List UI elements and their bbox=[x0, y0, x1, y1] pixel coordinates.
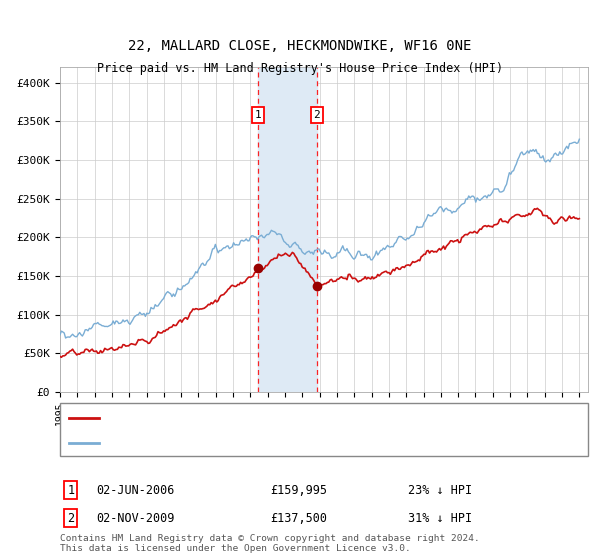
Text: 02-NOV-2009: 02-NOV-2009 bbox=[96, 511, 175, 525]
Text: £137,500: £137,500 bbox=[270, 511, 327, 525]
Text: 1: 1 bbox=[254, 110, 261, 120]
Text: 31% ↓ HPI: 31% ↓ HPI bbox=[408, 511, 472, 525]
Text: £159,995: £159,995 bbox=[270, 483, 327, 497]
Bar bbox=[257, 67, 317, 392]
Text: 22, MALLARD CLOSE, HECKMONDWIKE, WF16 0NE (detached house): 22, MALLARD CLOSE, HECKMONDWIKE, WF16 0N… bbox=[103, 413, 480, 423]
Text: 2: 2 bbox=[314, 110, 320, 120]
Text: Price paid vs. HM Land Registry's House Price Index (HPI): Price paid vs. HM Land Registry's House … bbox=[97, 62, 503, 74]
Text: HPI: Average price, detached house, Kirklees: HPI: Average price, detached house, Kirk… bbox=[103, 437, 389, 447]
Text: 22, MALLARD CLOSE, HECKMONDWIKE, WF16 0NE: 22, MALLARD CLOSE, HECKMONDWIKE, WF16 0N… bbox=[128, 39, 472, 53]
Text: 02-JUN-2006: 02-JUN-2006 bbox=[96, 483, 175, 497]
Text: 2: 2 bbox=[67, 511, 74, 525]
Text: 23% ↓ HPI: 23% ↓ HPI bbox=[408, 483, 472, 497]
Text: 1: 1 bbox=[67, 483, 74, 497]
Text: Contains HM Land Registry data © Crown copyright and database right 2024.
This d: Contains HM Land Registry data © Crown c… bbox=[60, 534, 480, 553]
